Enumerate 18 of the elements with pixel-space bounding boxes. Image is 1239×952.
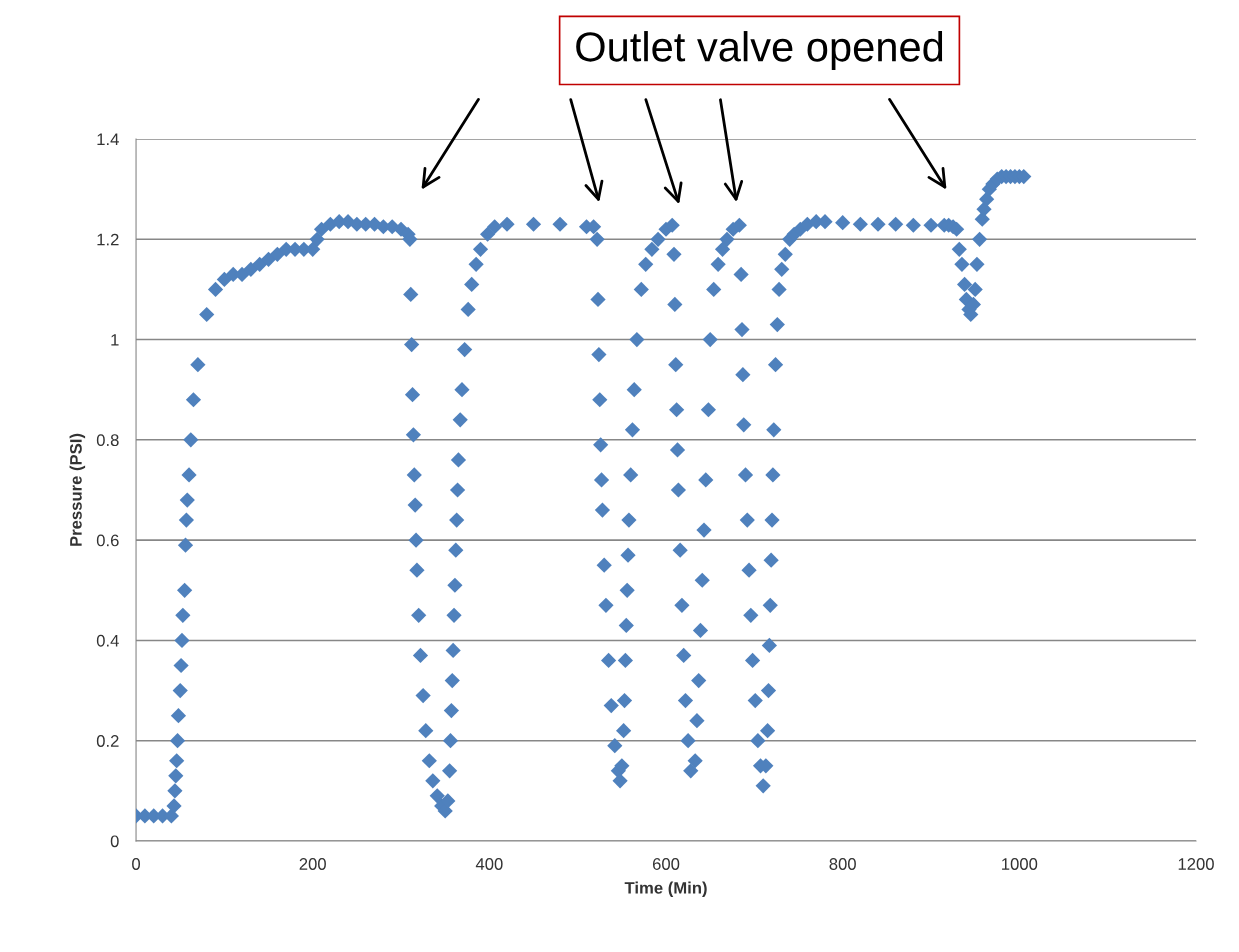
y-tick-label: 0.6 — [96, 534, 119, 547]
y-tick-label: 1.4 — [97, 133, 119, 146]
y-tick-label: 1 — [111, 334, 119, 346]
text: Outlet valve opened — [576, 31, 943, 70]
x-tick-label: 400 — [475, 858, 503, 870]
y-tick-label: 0 — [110, 835, 119, 848]
y-tick-label: 0.8 — [96, 434, 119, 447]
y-tick-label: 0.4 — [96, 634, 119, 647]
x-tick-label: 800 — [829, 858, 856, 870]
x-tick-label: 0 — [132, 858, 141, 870]
x-tick-label: 200 — [299, 858, 326, 870]
x-axis-title: Time (Min) — [624, 881, 707, 898]
y-tick-label: 1.2 — [97, 233, 119, 246]
y-axis-title: Pressure (PSI) — [69, 433, 86, 546]
y-tick-label: 0.2 — [96, 735, 119, 747]
x-tick-label: 600 — [652, 858, 680, 870]
x-tick-label: 1200 — [1178, 858, 1214, 870]
x-tick-label: 1000 — [1002, 858, 1038, 870]
